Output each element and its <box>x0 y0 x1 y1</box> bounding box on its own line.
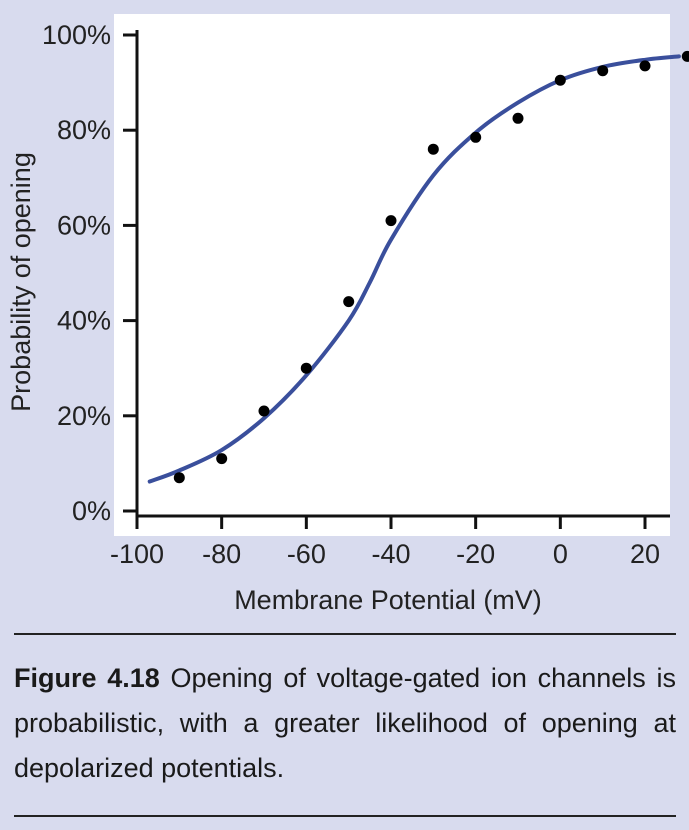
caption-top-rule <box>14 633 676 635</box>
x-tick-label: -40 <box>371 539 410 569</box>
data-point <box>597 65 609 77</box>
figure-label: Figure 4.18 <box>14 663 160 693</box>
y-tick-label: 60% <box>57 210 111 240</box>
data-point <box>427 143 439 155</box>
data-point <box>385 215 397 227</box>
figure-caption: Figure 4.18 Opening of voltage-gated ion… <box>14 656 676 791</box>
y-tick-label: 0% <box>72 496 111 526</box>
figure-chart: 0% 20% 40% 60% 80% 100% -100 -80 -60 -40 -20 0 20 P… <box>6 14 689 615</box>
x-tick-label: -20 <box>456 539 495 569</box>
data-point <box>681 50 689 62</box>
x-tick-label: -60 <box>287 539 326 569</box>
data-point <box>639 60 651 72</box>
y-axis-label: Probability of opening <box>6 152 36 412</box>
y-tick-label: 20% <box>57 401 111 431</box>
x-tick-label: 0 <box>553 539 568 569</box>
data-point <box>216 453 228 465</box>
y-tick-label: 100% <box>42 20 111 50</box>
x-tick-label: 20 <box>630 539 660 569</box>
caption-text: Opening of voltage-gated ion channels is… <box>14 663 676 783</box>
data-point <box>300 362 312 374</box>
caption-bottom-rule <box>14 815 676 817</box>
data-point <box>470 131 482 143</box>
data-point <box>173 472 185 484</box>
data-point <box>343 296 355 308</box>
fit-curve <box>147 54 681 484</box>
plot-area <box>114 14 670 536</box>
data-point <box>512 112 524 124</box>
y-tick-label: 40% <box>57 306 111 336</box>
x-tick-label: -80 <box>202 539 241 569</box>
y-tick-label: 80% <box>57 115 111 145</box>
x-axis-label: Membrane Potential (mV) <box>234 585 542 615</box>
data-point <box>554 74 566 86</box>
data-point <box>258 405 270 417</box>
x-tick-label: -100 <box>110 539 164 569</box>
